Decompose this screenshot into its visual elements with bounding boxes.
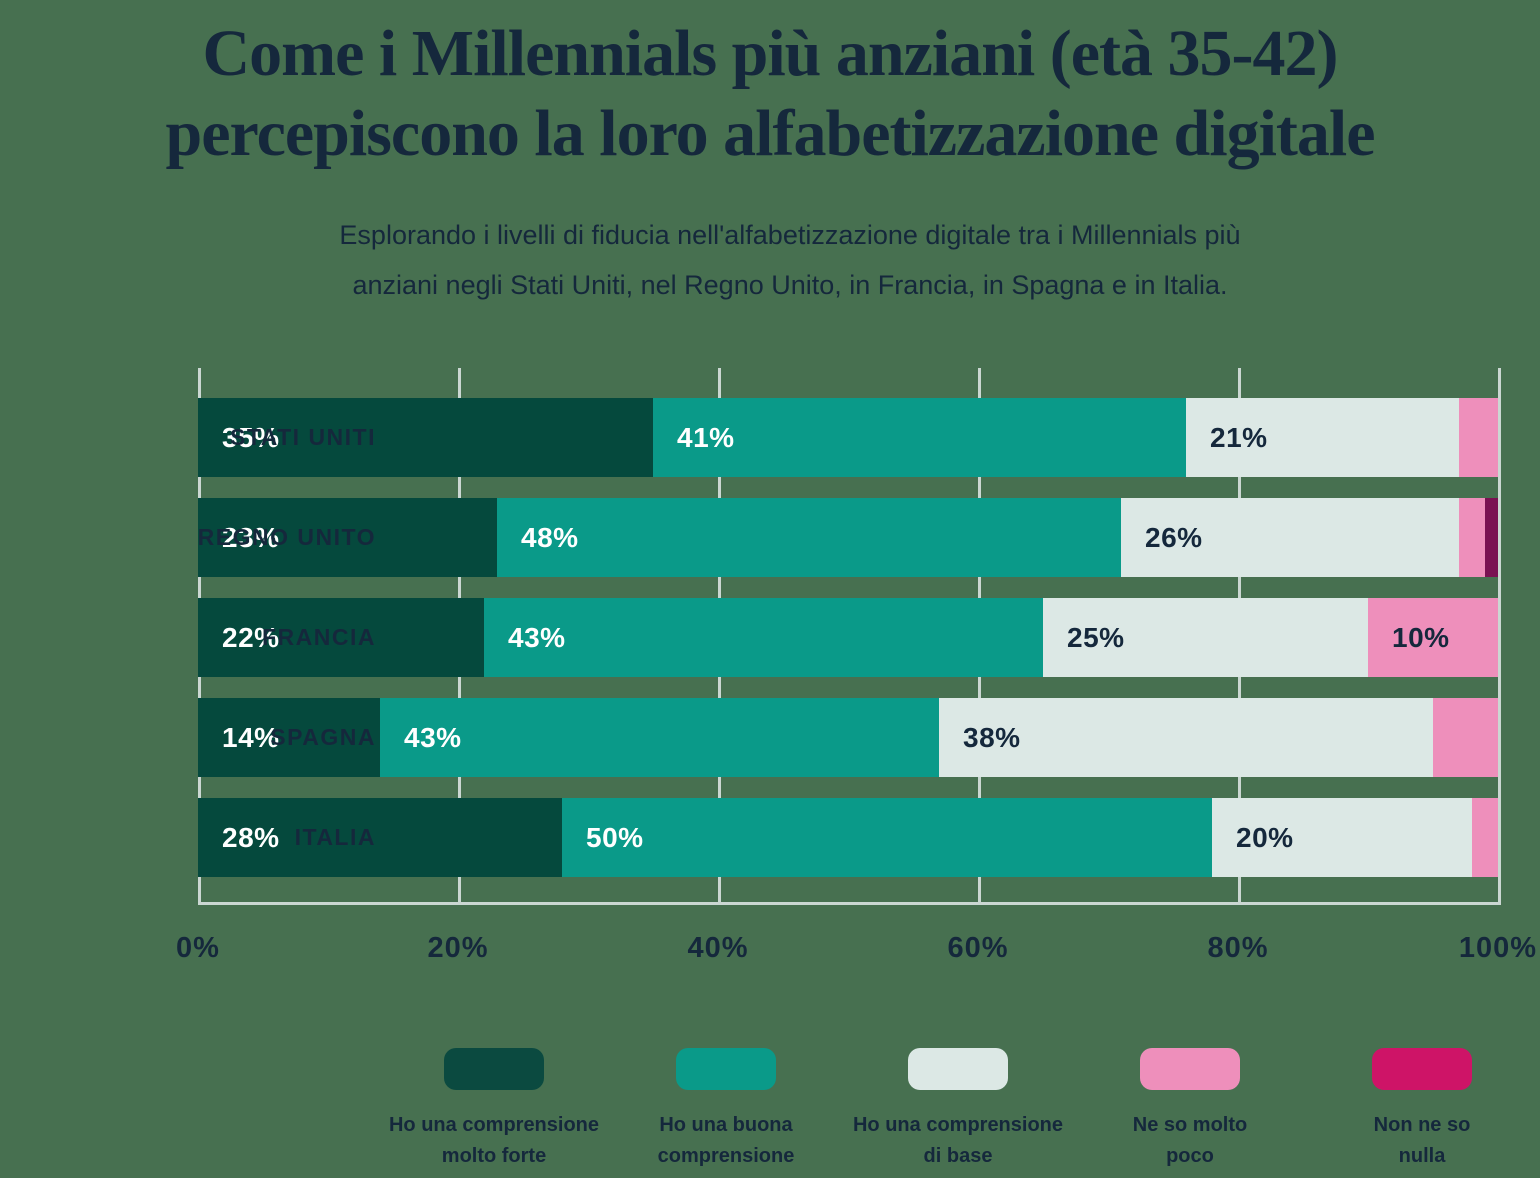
row-label-spagna: SPAGNA xyxy=(270,724,376,750)
legend-label: Non ne so nulla xyxy=(1374,1110,1471,1172)
legend-label-line: Ho una comprensione xyxy=(852,1114,1064,1136)
gridline-100 xyxy=(1498,368,1501,905)
bar-value-label: 48% xyxy=(521,521,579,553)
page-subtitle-line-1: Esplorando i livelli di fiducia nell'alf… xyxy=(339,220,1241,250)
legend-swatch xyxy=(676,1048,776,1090)
legend-item-ho-una-buona-comprensione: Ho una buona comprensione xyxy=(610,1048,842,1172)
bar-value-label: 23% xyxy=(222,521,280,553)
bar-segment-ne-so-molto-poco xyxy=(1472,798,1498,877)
x-tick-label-60: 60% xyxy=(947,932,1009,964)
bar-segment-ho-una-comprensione-molto-forte: 28% xyxy=(198,798,562,877)
bar-value-label: 10% xyxy=(1392,621,1450,653)
bar-segment-ho-una-buona-comprensione: 48% xyxy=(497,498,1121,577)
bar-value-label: 14% xyxy=(222,721,280,753)
bar-row-italia: ITALIA 28% 50% 20% xyxy=(198,798,1498,877)
legend-swatch xyxy=(1140,1048,1240,1090)
plot-area: STATI UNITI 35% 41% 21% REGNO UNITO 23% 48% 26%… xyxy=(198,368,1501,905)
bar-segment-ne-so-molto-poco: 10% xyxy=(1368,598,1498,677)
bar-row-spagna: SPAGNA 14% 43% 38% xyxy=(198,698,1498,777)
legend-label: Ho una comprensione molto forte xyxy=(389,1110,599,1172)
legend-item-ho-una-comprensione-molto-forte: Ho una comprensione molto forte xyxy=(378,1048,610,1172)
row-label-italia: ITALIA xyxy=(294,824,376,850)
bar-segment-ho-una-buona-comprensione: 41% xyxy=(653,398,1186,477)
page-subtitle: Esplorando i livelli di fiducia nell'alf… xyxy=(40,210,1540,310)
legend-item-ne-so-molto-poco: Ne so molto poco xyxy=(1074,1048,1306,1172)
x-tick-label-20: 20% xyxy=(427,932,489,964)
bar-value-label: 21% xyxy=(1210,421,1268,453)
bar-segment-ho-una-buona-comprensione: 43% xyxy=(484,598,1043,677)
page-subtitle-line-2: anziani negli Stati Uniti, nel Regno Uni… xyxy=(352,270,1228,300)
bar-value-label: 50% xyxy=(586,821,644,853)
bar-segment-ho-una-comprensione-di-base: 21% xyxy=(1186,398,1459,477)
page-title-line-2: percepiscono la loro alfabetizzazione di… xyxy=(165,97,1375,170)
page-title: Come i Millennials più anziani (età 35-4… xyxy=(0,14,1540,174)
x-axis-line xyxy=(198,902,1500,905)
legend-label: Ho una buona comprensione xyxy=(658,1110,795,1172)
x-tick-label-0: 0% xyxy=(176,932,220,964)
row-label-stati-uniti: STATI UNITI xyxy=(230,424,376,450)
bar-value-label: 35% xyxy=(222,421,280,453)
bar-segment-ho-una-comprensione-di-base: 20% xyxy=(1212,798,1472,877)
bar-value-label: 22% xyxy=(222,621,280,653)
legend-label-line: di base xyxy=(923,1145,993,1167)
bar-row-regno-unito: REGNO UNITO 23% 48% 26% xyxy=(198,498,1498,577)
bar-value-label: 26% xyxy=(1145,521,1203,553)
bar-value-label: 43% xyxy=(508,621,566,653)
legend-item-ho-una-comprensione-di-base: Ho una comprensione di base xyxy=(842,1048,1074,1172)
row-label-regno-unito: REGNO UNITO xyxy=(197,524,376,550)
bar-segment-ne-so-molto-poco xyxy=(1459,498,1485,577)
legend-label-line: Non ne so xyxy=(1373,1114,1471,1136)
legend-label-line: molto forte xyxy=(441,1145,547,1167)
legend-swatch xyxy=(908,1048,1008,1090)
bar-segment-ho-una-comprensione-di-base: 25% xyxy=(1043,598,1368,677)
bar-value-label: 28% xyxy=(222,821,280,853)
bar-segment-non-ne-so-nulla xyxy=(1485,498,1498,577)
legend-label-line: poco xyxy=(1166,1145,1214,1167)
bar-segment-ho-una-comprensione-molto-forte: 23% xyxy=(198,498,497,577)
legend-label: Ho una comprensione di base xyxy=(853,1110,1063,1172)
legend-label-line: comprensione xyxy=(657,1145,795,1167)
x-tick-label-40: 40% xyxy=(687,932,749,964)
row-label-francia: FRANCIA xyxy=(262,624,376,650)
bar-value-label: 25% xyxy=(1067,621,1125,653)
x-tick-label-100: 100% xyxy=(1458,932,1538,964)
bar-value-label: 38% xyxy=(963,721,1021,753)
bar-row-stati-uniti: STATI UNITI 35% 41% 21% xyxy=(198,398,1498,477)
bar-value-label: 20% xyxy=(1236,821,1294,853)
bar-row-francia: FRANCIA 22% 43% 25% 10% xyxy=(198,598,1498,677)
bar-segment-ne-so-molto-poco xyxy=(1459,398,1498,477)
legend-label-line: Ho una buona xyxy=(659,1114,793,1136)
legend-label-line: Ne so molto xyxy=(1132,1114,1248,1136)
legend-swatch xyxy=(1372,1048,1472,1090)
legend-label-line: nulla xyxy=(1398,1145,1446,1167)
bar-segment-ho-una-comprensione-di-base: 26% xyxy=(1121,498,1459,577)
x-tick-label-80: 80% xyxy=(1207,932,1269,964)
bar-segment-ho-una-buona-comprensione: 50% xyxy=(562,798,1212,877)
legend: Ho una comprensione molto forte Ho una buo… xyxy=(378,1048,1538,1172)
legend-item-non-ne-so-nulla: Non ne so nulla xyxy=(1306,1048,1538,1172)
bar-segment-ho-una-comprensione-di-base: 38% xyxy=(939,698,1433,777)
legend-label: Ne so molto poco xyxy=(1133,1110,1247,1172)
bar-segment-ho-una-comprensione-molto-forte: 35% xyxy=(198,398,653,477)
bar-value-label: 43% xyxy=(404,721,462,753)
bar-segment-ho-una-buona-comprensione: 43% xyxy=(380,698,939,777)
legend-swatch xyxy=(444,1048,544,1090)
bar-segment-ho-una-comprensione-molto-forte: 22% xyxy=(198,598,484,677)
page-title-line-1: Come i Millennials più anziani (età 35-4… xyxy=(202,17,1339,90)
legend-label-line: Ho una comprensione xyxy=(388,1114,600,1136)
bar-segment-ne-so-molto-poco xyxy=(1433,698,1498,777)
bar-value-label: 41% xyxy=(677,421,735,453)
bar-segment-ho-una-comprensione-molto-forte: 14% xyxy=(198,698,380,777)
